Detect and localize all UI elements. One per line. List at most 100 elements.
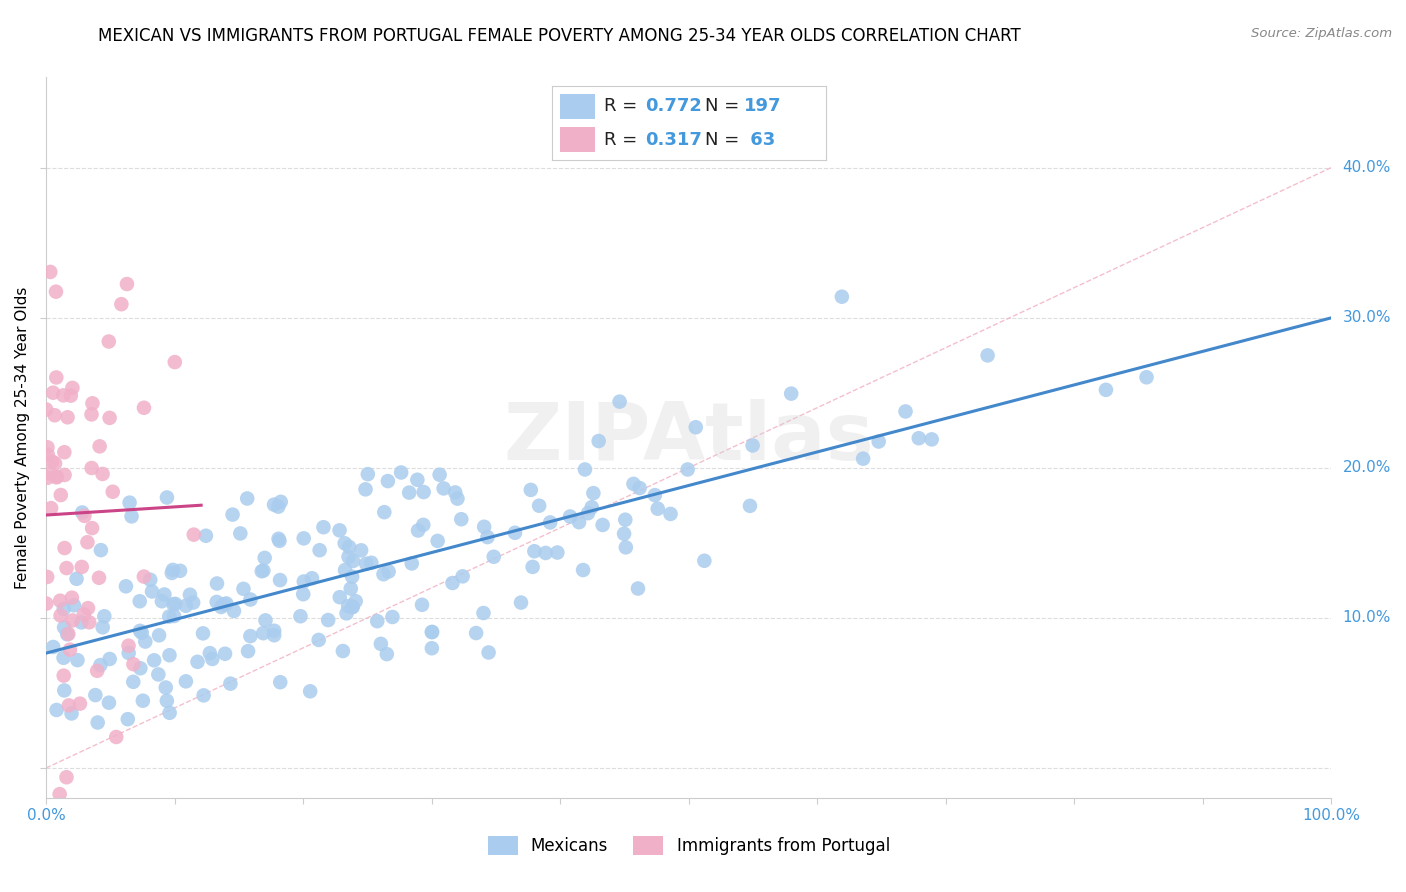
Point (628, 481, 651, 495)
Point (269, 533, 291, 548)
Point (52, 602, 75, 616)
Point (58, 627, 80, 641)
Point (520, 483, 543, 497)
Point (1135, 370, 1157, 384)
Point (335, 607, 357, 621)
Point (56, 410, 79, 425)
Point (239, 629, 262, 643)
Point (131, 625, 153, 640)
Point (221, 508, 243, 522)
Point (614, 513, 637, 527)
Point (84, 688, 107, 702)
Point (332, 644, 354, 658)
Point (444, 485, 467, 500)
Point (373, 567, 395, 582)
Point (222, 604, 245, 618)
Point (70, 560, 93, 574)
Point (546, 545, 568, 559)
Text: 10.0%: 10.0% (1343, 610, 1391, 625)
Point (522, 560, 544, 574)
Point (613, 526, 636, 541)
Point (134, 634, 156, 648)
Point (53, 541, 76, 555)
Point (329, 590, 352, 604)
Point (370, 637, 392, 651)
Point (37, 448, 59, 462)
Point (132, 569, 155, 583)
Point (35, 597, 58, 611)
Point (193, 689, 215, 703)
Point (576, 506, 599, 520)
Point (86, 715, 108, 730)
Point (153, 587, 176, 601)
Point (37, 440, 59, 454)
Point (160, 566, 183, 580)
Point (412, 517, 434, 532)
Point (181, 596, 204, 610)
Point (377, 565, 399, 579)
Point (201, 652, 224, 666)
Point (129, 661, 152, 675)
Point (269, 573, 291, 587)
Point (205, 595, 228, 609)
Point (301, 571, 323, 585)
Point (239, 592, 262, 607)
Point (41, 454, 63, 468)
Point (38, 467, 60, 481)
Point (292, 587, 315, 601)
Point (62, 381, 84, 395)
Text: N =: N = (706, 97, 745, 115)
Point (37, 471, 59, 485)
Point (115, 277, 138, 291)
Point (592, 518, 614, 533)
Point (868, 434, 890, 449)
Point (37, 570, 59, 584)
Point (472, 606, 495, 620)
Point (976, 348, 998, 362)
Point (157, 609, 180, 624)
Point (44, 456, 66, 470)
Point (60, 706, 83, 721)
Point (69, 697, 91, 711)
Point (693, 554, 716, 568)
Point (91, 467, 114, 481)
Point (375, 647, 398, 661)
Text: ZIPAtlas: ZIPAtlas (503, 399, 875, 476)
Point (90, 543, 112, 558)
Text: 30.0%: 30.0% (1343, 310, 1391, 326)
Point (337, 540, 360, 554)
Point (183, 527, 205, 541)
Point (292, 574, 315, 589)
Point (118, 496, 141, 510)
Point (229, 526, 252, 541)
Text: 20.0%: 20.0% (1343, 460, 1391, 475)
Text: 0.317: 0.317 (645, 131, 702, 149)
Point (129, 624, 152, 638)
Point (510, 596, 533, 610)
Point (609, 394, 631, 409)
Point (472, 520, 495, 534)
Text: R =: R = (603, 97, 643, 115)
Point (44, 409, 66, 423)
Point (411, 598, 433, 612)
Point (308, 543, 330, 558)
Point (101, 484, 124, 499)
Point (163, 355, 186, 369)
Point (1095, 383, 1118, 397)
Point (86, 664, 108, 678)
Point (53, 620, 76, 634)
FancyBboxPatch shape (560, 94, 596, 119)
Point (194, 529, 217, 543)
Text: N =: N = (706, 131, 745, 149)
Point (312, 520, 335, 534)
Point (342, 554, 364, 568)
Point (214, 647, 236, 661)
Point (80, 461, 103, 475)
Point (76, 535, 98, 549)
Point (538, 516, 561, 530)
Point (132, 401, 155, 415)
Point (253, 550, 276, 565)
Point (503, 525, 526, 540)
Point (354, 483, 377, 497)
Point (339, 582, 361, 596)
